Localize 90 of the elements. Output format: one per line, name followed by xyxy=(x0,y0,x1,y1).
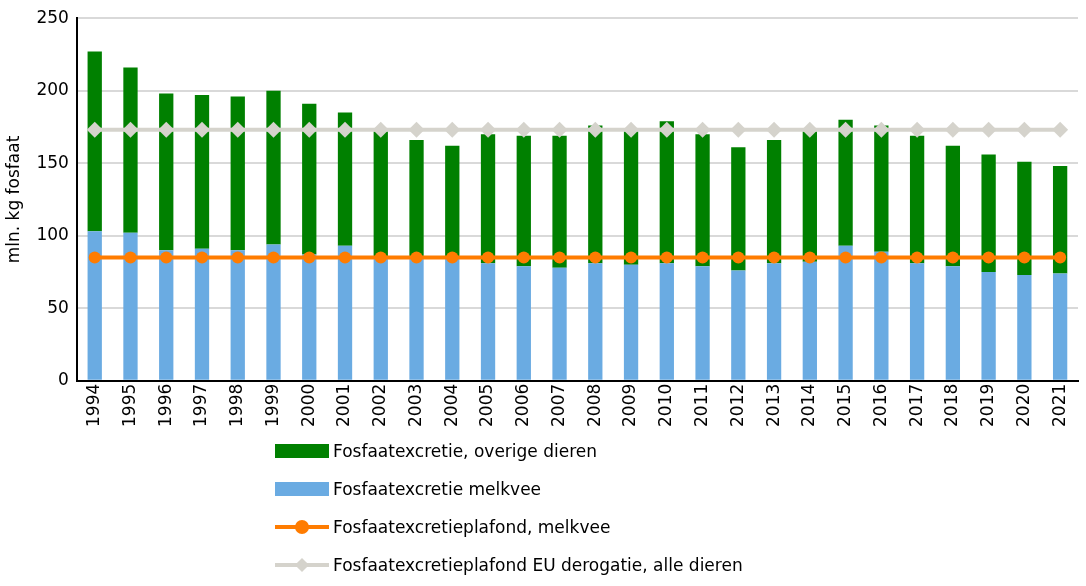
x-tick-label: 2015 xyxy=(834,383,855,427)
x-tick-label: 2014 xyxy=(798,383,819,427)
x-tick-label: 2002 xyxy=(369,383,390,427)
y-tick-label: 0 xyxy=(58,369,69,390)
bar xyxy=(874,125,889,252)
bar xyxy=(802,261,817,380)
x-tick-label: 1999 xyxy=(261,383,282,427)
legend-label: Fosfaatexcretieplafond EU derogatie, alle dieren xyxy=(333,555,743,575)
bar xyxy=(230,96,245,251)
x-tick-label: 2004 xyxy=(440,383,461,427)
bar xyxy=(87,51,102,232)
x-tick-label: 2003 xyxy=(404,383,425,427)
bar xyxy=(87,231,102,380)
x-tick-label: 1995 xyxy=(118,383,139,427)
x-tick-label: 2019 xyxy=(977,383,998,427)
y-tick-label: 200 xyxy=(36,79,69,100)
bar xyxy=(945,266,961,380)
bar xyxy=(552,267,567,380)
x-tick-label: 1996 xyxy=(154,383,175,427)
x-tick-label: 2016 xyxy=(869,383,890,427)
bar xyxy=(838,245,853,380)
bar xyxy=(123,232,138,380)
bar xyxy=(981,154,996,272)
bar xyxy=(480,263,496,380)
y-tick-label: 250 xyxy=(36,6,69,27)
bar xyxy=(159,93,174,251)
bar xyxy=(731,147,746,271)
x-tick-label: 2001 xyxy=(333,383,354,427)
bar xyxy=(266,244,281,380)
x-tick-label: 2011 xyxy=(690,383,711,427)
bar xyxy=(266,90,281,245)
x-tick-label: 2018 xyxy=(941,383,962,427)
x-tick-label: 2021 xyxy=(1048,383,1069,427)
bar xyxy=(445,258,460,380)
bar xyxy=(909,135,925,264)
x-tick-label: 1997 xyxy=(190,383,211,427)
legend-label: Fosfaatexcretieplafond, melkvee xyxy=(333,517,611,537)
bar xyxy=(230,250,245,380)
x-tick-label: 2000 xyxy=(297,383,318,427)
bar xyxy=(159,250,174,380)
x-tick-label: 2012 xyxy=(726,383,747,427)
bar xyxy=(874,251,889,380)
bar xyxy=(337,245,353,380)
x-tick-label: 2020 xyxy=(1012,383,1033,427)
x-tick-label: 1994 xyxy=(83,383,104,427)
bar xyxy=(802,131,817,262)
x-tick-label: 2006 xyxy=(512,383,533,427)
x-tick-label: 2009 xyxy=(619,383,640,427)
bar xyxy=(194,95,210,249)
bar xyxy=(302,103,317,255)
bar xyxy=(623,264,639,380)
bar xyxy=(659,263,674,380)
bar xyxy=(516,266,531,380)
bar xyxy=(373,256,388,380)
bar xyxy=(981,271,996,380)
legend-label: Fosfaatexcretie melkvee xyxy=(333,479,542,499)
bar xyxy=(945,145,961,267)
bar xyxy=(588,263,603,380)
bar xyxy=(337,112,353,246)
bar xyxy=(766,263,782,380)
bar xyxy=(552,135,567,268)
legend-label: Fosfaatexcretie, overige dieren xyxy=(333,441,598,461)
x-tick-label: 2007 xyxy=(547,383,568,427)
bar xyxy=(480,134,496,264)
x-tick-label: 2017 xyxy=(905,383,926,427)
bar xyxy=(695,266,710,380)
bar xyxy=(766,140,782,264)
bar xyxy=(731,270,746,380)
bar xyxy=(623,131,639,265)
bar xyxy=(1017,161,1032,275)
bar xyxy=(1052,273,1068,380)
x-tick-label: 2010 xyxy=(655,383,676,427)
bar xyxy=(1052,166,1068,274)
x-tick-label: 1998 xyxy=(226,383,247,427)
y-tick-label: 50 xyxy=(47,296,69,317)
bar xyxy=(409,258,424,380)
bar xyxy=(123,67,138,233)
x-tick-label: 2013 xyxy=(762,383,783,427)
bar xyxy=(838,119,853,246)
y-axis-title: mln. kg fosfaat xyxy=(2,135,23,264)
bar xyxy=(1017,274,1032,380)
bar xyxy=(695,134,710,267)
y-tick-label: 150 xyxy=(36,151,69,172)
bar xyxy=(373,131,388,257)
bar xyxy=(516,135,531,267)
y-tick-label: 100 xyxy=(36,224,69,245)
x-tick-label: 2008 xyxy=(583,383,604,427)
bar xyxy=(194,248,210,380)
bar xyxy=(909,263,925,380)
x-tick-label: 2005 xyxy=(476,383,497,427)
